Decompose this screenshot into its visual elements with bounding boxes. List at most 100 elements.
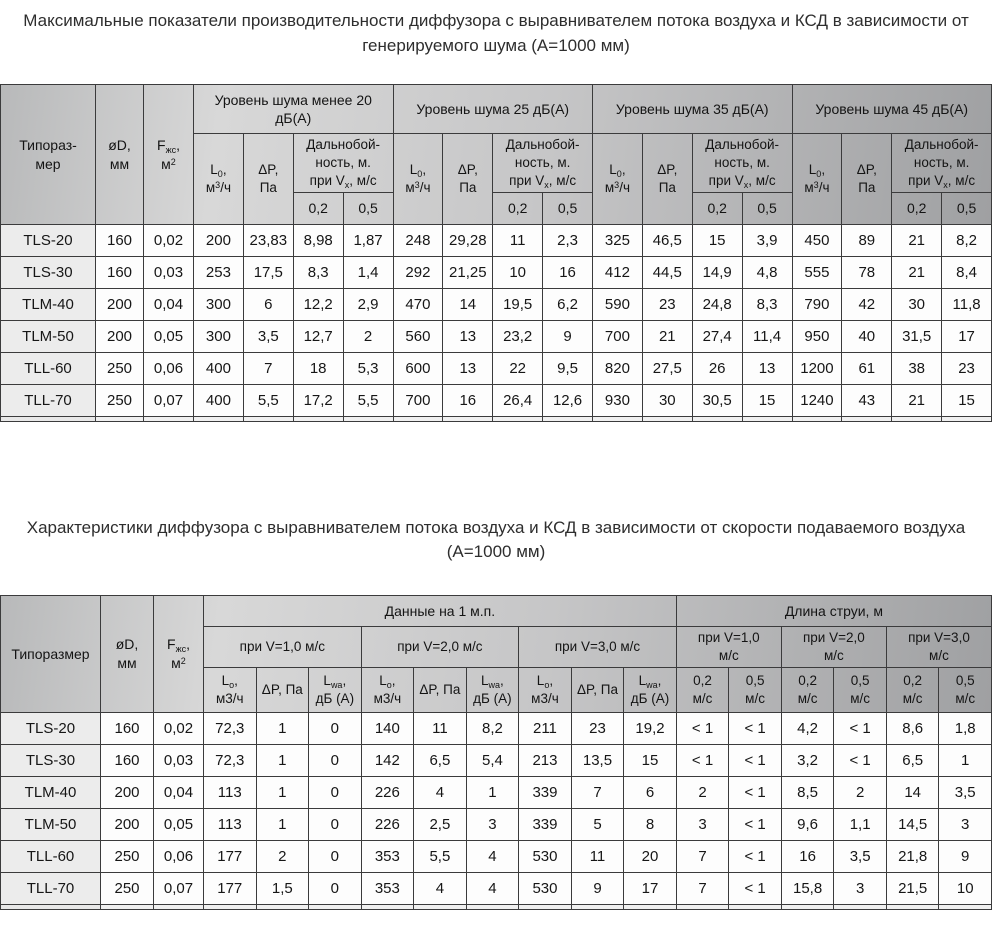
value-cell: 253	[193, 255, 244, 289]
value-cell: 13	[741, 351, 793, 385]
group-header-noise-45: Уровень шума 45 дБ(А)	[791, 84, 992, 135]
subgroup-v2: при V=2,0 м/с	[360, 626, 520, 668]
value-cell: 8,3	[292, 255, 344, 289]
value-cell: 23,2	[492, 319, 544, 353]
col-header-v02: 0,2 м/с	[780, 666, 835, 713]
value-cell: 555	[791, 255, 843, 289]
value-cell: 9,6	[780, 807, 835, 841]
value-cell: 177	[203, 871, 257, 905]
clipped-cell	[100, 903, 154, 910]
value-cell: 0	[308, 775, 362, 809]
col-header-flow: Lо, м3/ч	[518, 666, 572, 713]
value-cell: 590	[592, 287, 643, 321]
value-cell: 10	[492, 255, 544, 289]
clipped-cell	[360, 903, 415, 910]
subgroup-v1: при V=1,0 м/с	[203, 626, 362, 668]
value-cell: 13	[442, 351, 494, 385]
clipped-cell	[780, 903, 835, 910]
value-cell: 7	[675, 871, 730, 905]
value-cell: 72,3	[203, 743, 257, 777]
col-header-v02: 0,2	[691, 191, 743, 225]
value-cell: 0,02	[143, 223, 194, 257]
value-cell: 5,5	[342, 383, 394, 417]
value-cell: 1240	[791, 383, 843, 417]
value-cell: 700	[392, 383, 444, 417]
value-cell: 23	[641, 287, 693, 321]
value-cell: 9	[570, 871, 625, 905]
value-cell: 12,7	[292, 319, 344, 353]
value-cell: 5,4	[465, 743, 520, 777]
col-header-flow: L0, м3/ч	[791, 133, 843, 225]
value-cell: 8,5	[780, 775, 835, 809]
value-cell: 8	[623, 807, 677, 841]
value-cell: < 1	[833, 743, 887, 777]
table-row: TLL-70 250 0,07 400 5,5 17,2 5,5 700 16 26,4 12,6 9…	[0, 383, 992, 417]
value-cell: 27,5	[641, 351, 693, 385]
value-cell: < 1	[728, 807, 782, 841]
col-header-flow: L0, м3/ч	[392, 133, 444, 225]
col-header-v05: 0,5	[741, 191, 793, 225]
value-cell: < 1	[833, 711, 887, 745]
value-cell: 4	[413, 775, 467, 809]
col-header-range: Дальнобой-ность, м. при Vx, м/с	[891, 133, 992, 193]
value-cell: 177	[203, 839, 257, 873]
value-cell: 560	[392, 319, 444, 353]
col-header-v02: 0,2	[492, 191, 544, 225]
typesize-cell: TLM-40	[0, 775, 101, 809]
clipped-cell	[0, 903, 101, 910]
value-cell: 78	[841, 255, 893, 289]
value-cell: 1	[255, 743, 310, 777]
value-cell: 530	[518, 839, 572, 873]
typesize-cell: TLL-60	[0, 839, 101, 873]
value-cell: 1,5	[255, 871, 310, 905]
table-row: TLS-30 160 0,03 253 17,5 8,3 1,4 292 21,25 10 16 41…	[0, 255, 992, 289]
value-cell: 27,4	[691, 319, 743, 353]
clipped-cell	[465, 903, 520, 910]
value-cell: 160	[100, 711, 154, 745]
value-cell: 142	[360, 743, 415, 777]
value-cell: 38	[891, 351, 943, 385]
value-cell: 9	[938, 839, 992, 873]
value-cell: 211	[518, 711, 572, 745]
value-cell: 1	[465, 775, 520, 809]
value-cell: 160	[100, 743, 154, 777]
typesize-cell: TLL-70	[0, 871, 101, 905]
value-cell: 19,2	[623, 711, 677, 745]
value-cell: 113	[203, 775, 257, 809]
clipped-cell	[641, 415, 693, 422]
value-cell: 9	[542, 319, 593, 353]
value-cell: 1,87	[342, 223, 394, 257]
value-cell: 1,4	[342, 255, 394, 289]
group-header-noise-25: Уровень шума 25 дБ(А)	[392, 84, 593, 135]
clipped-cell	[153, 903, 204, 910]
value-cell: 412	[592, 255, 643, 289]
value-cell: 21	[891, 255, 943, 289]
col-header-noise-level: Lwa, дБ (А)	[308, 666, 362, 713]
value-cell: 1	[938, 743, 992, 777]
subgroup-jet-v2: при V=2,0 м/с	[780, 626, 887, 668]
value-cell: 820	[592, 351, 643, 385]
col-header-v02: 0,2	[891, 191, 943, 225]
table-row: TLL-60 250 0,06 400 7 18 5,3 600 13 22 9,5 820 27,5 2…	[0, 351, 992, 385]
value-cell: 4	[465, 871, 520, 905]
value-cell: 226	[360, 775, 415, 809]
table-row: TLL-60 250 0,06 177 2 0 353 5,5 4 530 11 20 7 < 1 16 3,…	[0, 839, 992, 873]
clipped-cell	[95, 415, 144, 422]
table-row: TLL-70 250 0,07 177 1,5 0 353 4 4 530 9 17 7 < 1 15,8 3…	[0, 871, 992, 905]
col-header-pressure: ΔP, Па	[442, 133, 494, 225]
value-cell: 17,2	[292, 383, 344, 417]
col-header-pressure: ΔP, Па	[641, 133, 693, 225]
col-header-v05: 0,5 м/с	[938, 666, 992, 713]
velocity-table-header: Типоразмер øD, мм Fжс, м2 Данные на 1 м.п.…	[0, 595, 992, 713]
value-cell: 2	[255, 839, 310, 873]
value-cell: 2,3	[542, 223, 593, 257]
col-header-v05: 0,5	[941, 191, 992, 225]
value-cell: 200	[95, 319, 144, 353]
clipped-cell	[885, 903, 940, 910]
typesize-cell: TLM-50	[0, 807, 101, 841]
value-cell: 15	[941, 383, 992, 417]
noise-table-title: Максимальные показатели производительнос…	[23, 11, 969, 55]
value-cell: 16	[780, 839, 835, 873]
col-header-v05: 0,5	[542, 191, 593, 225]
col-header-flow: Lо, м3/ч	[203, 666, 257, 713]
